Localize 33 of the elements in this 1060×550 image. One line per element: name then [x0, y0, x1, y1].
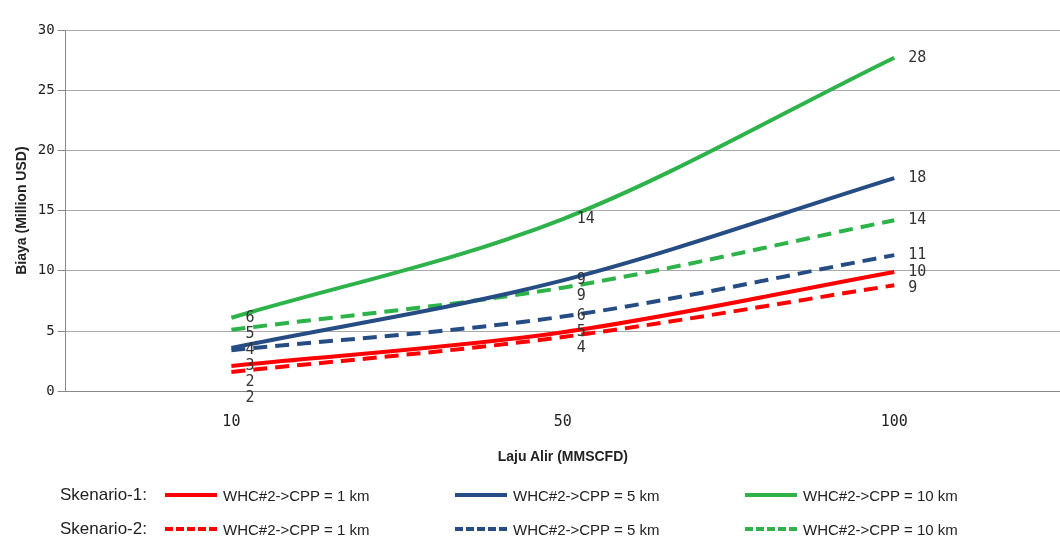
legend-label: WHC#2->CPP = 10 km [803, 486, 958, 504]
y-tick-label: 10 [37, 261, 55, 278]
legend-label: WHC#2->CPP = 1 km [223, 520, 370, 538]
text: Skenario-2: [60, 519, 148, 539]
data-label: 10 [908, 261, 927, 280]
y-tick-label: 30 [37, 20, 55, 37]
legend-label: WHC#2->CPP = 1 km [223, 486, 370, 504]
y-tick-label: 15 [37, 201, 55, 218]
x-tick-label: 50 [553, 412, 572, 431]
data-label: 14 [908, 210, 927, 229]
y-tick-label: 5 [46, 321, 55, 338]
data-label: 2 [245, 387, 255, 406]
x-tick-label: 100 [880, 412, 908, 431]
data-label: 14 [576, 208, 595, 227]
y-tick-label: 20 [37, 141, 55, 158]
legend-label: WHC#2->CPP = 10 km [803, 520, 958, 538]
y-tick-label: 0 [46, 381, 55, 398]
data-label: 9 [908, 277, 918, 296]
data-label: 18 [908, 167, 927, 186]
y-tick-label: 25 [37, 80, 55, 97]
y-axis-title: Biaya (Million USD) [13, 146, 30, 275]
legend-label: WHC#2->CPP = 5 km [513, 486, 660, 504]
text: Skenario-1: [60, 485, 148, 505]
data-label: 9 [576, 286, 586, 305]
data-label: 5 [245, 323, 255, 342]
data-label: 2 [245, 371, 255, 390]
data-label: 6 [576, 306, 586, 325]
data-label: 4 [576, 338, 586, 357]
x-tick-label: 10 [222, 412, 241, 431]
x-axis-title: Laju Alir (MMSCFD) [497, 448, 628, 465]
data-label: 28 [908, 47, 927, 66]
legend-label: WHC#2->CPP = 5 km [513, 520, 660, 538]
data-label: 11 [908, 245, 927, 264]
